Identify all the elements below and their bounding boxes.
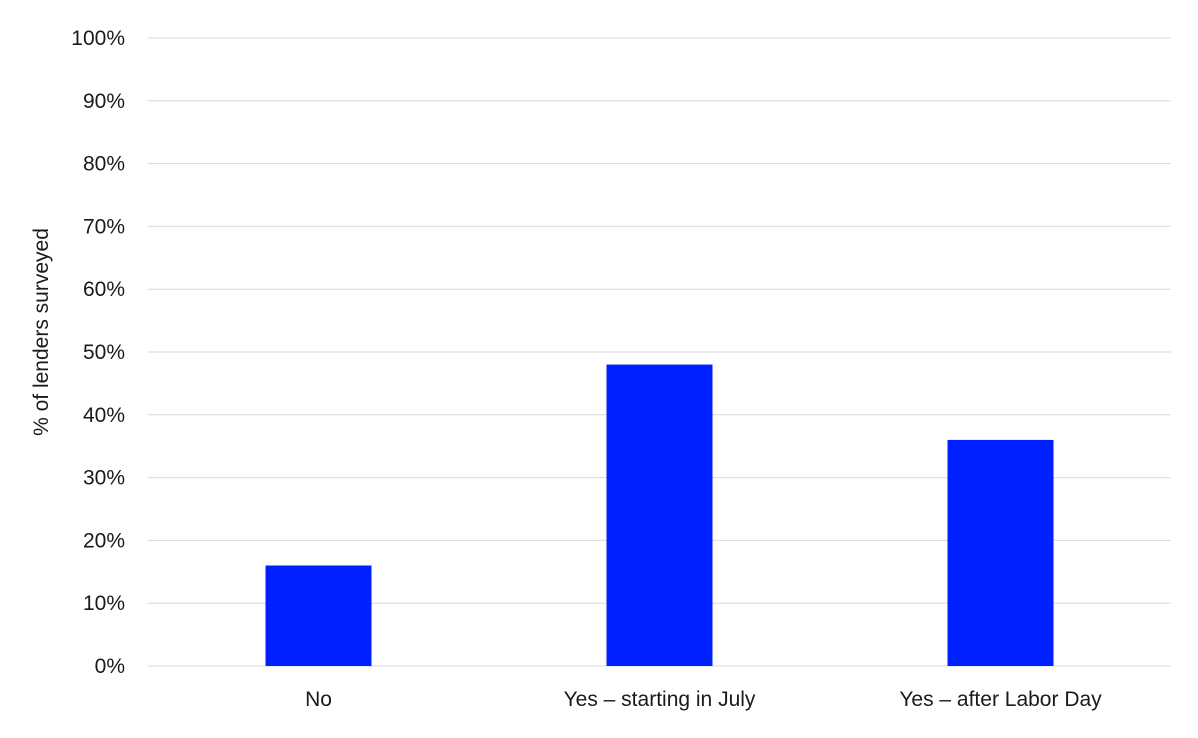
bar-1 xyxy=(265,565,372,666)
y-tick-label: 80% xyxy=(83,153,125,176)
x-tick-label: No xyxy=(305,688,332,711)
y-tick-label: 60% xyxy=(83,278,125,301)
y-tick-label: 50% xyxy=(83,341,125,364)
x-tick-label: Yes – starting in July xyxy=(564,688,756,711)
y-tick-label: 30% xyxy=(83,467,125,490)
y-tick-label: 0% xyxy=(95,655,125,678)
y-tick-label: 10% xyxy=(83,592,125,615)
y-tick-label: 70% xyxy=(83,215,125,238)
y-tick-label: 40% xyxy=(83,404,125,427)
y-tick-label: 100% xyxy=(71,27,125,50)
y-axis-title: % of lenders surveyed xyxy=(30,228,53,436)
x-tick-label: Yes – after Labor Day xyxy=(899,688,1102,711)
bar-3 xyxy=(947,439,1054,666)
bar-2 xyxy=(606,364,713,666)
y-axis-tick-labels: 0% 10% 20% 30% 40% 50% 60% 70% 80% 90% 100% xyxy=(71,27,125,678)
bars xyxy=(265,364,1054,666)
y-tick-label: 90% xyxy=(83,90,125,113)
x-axis-tick-labels: No Yes – starting in July Yes – after Labo… xyxy=(305,688,1102,711)
y-tick-label: 20% xyxy=(83,529,125,552)
